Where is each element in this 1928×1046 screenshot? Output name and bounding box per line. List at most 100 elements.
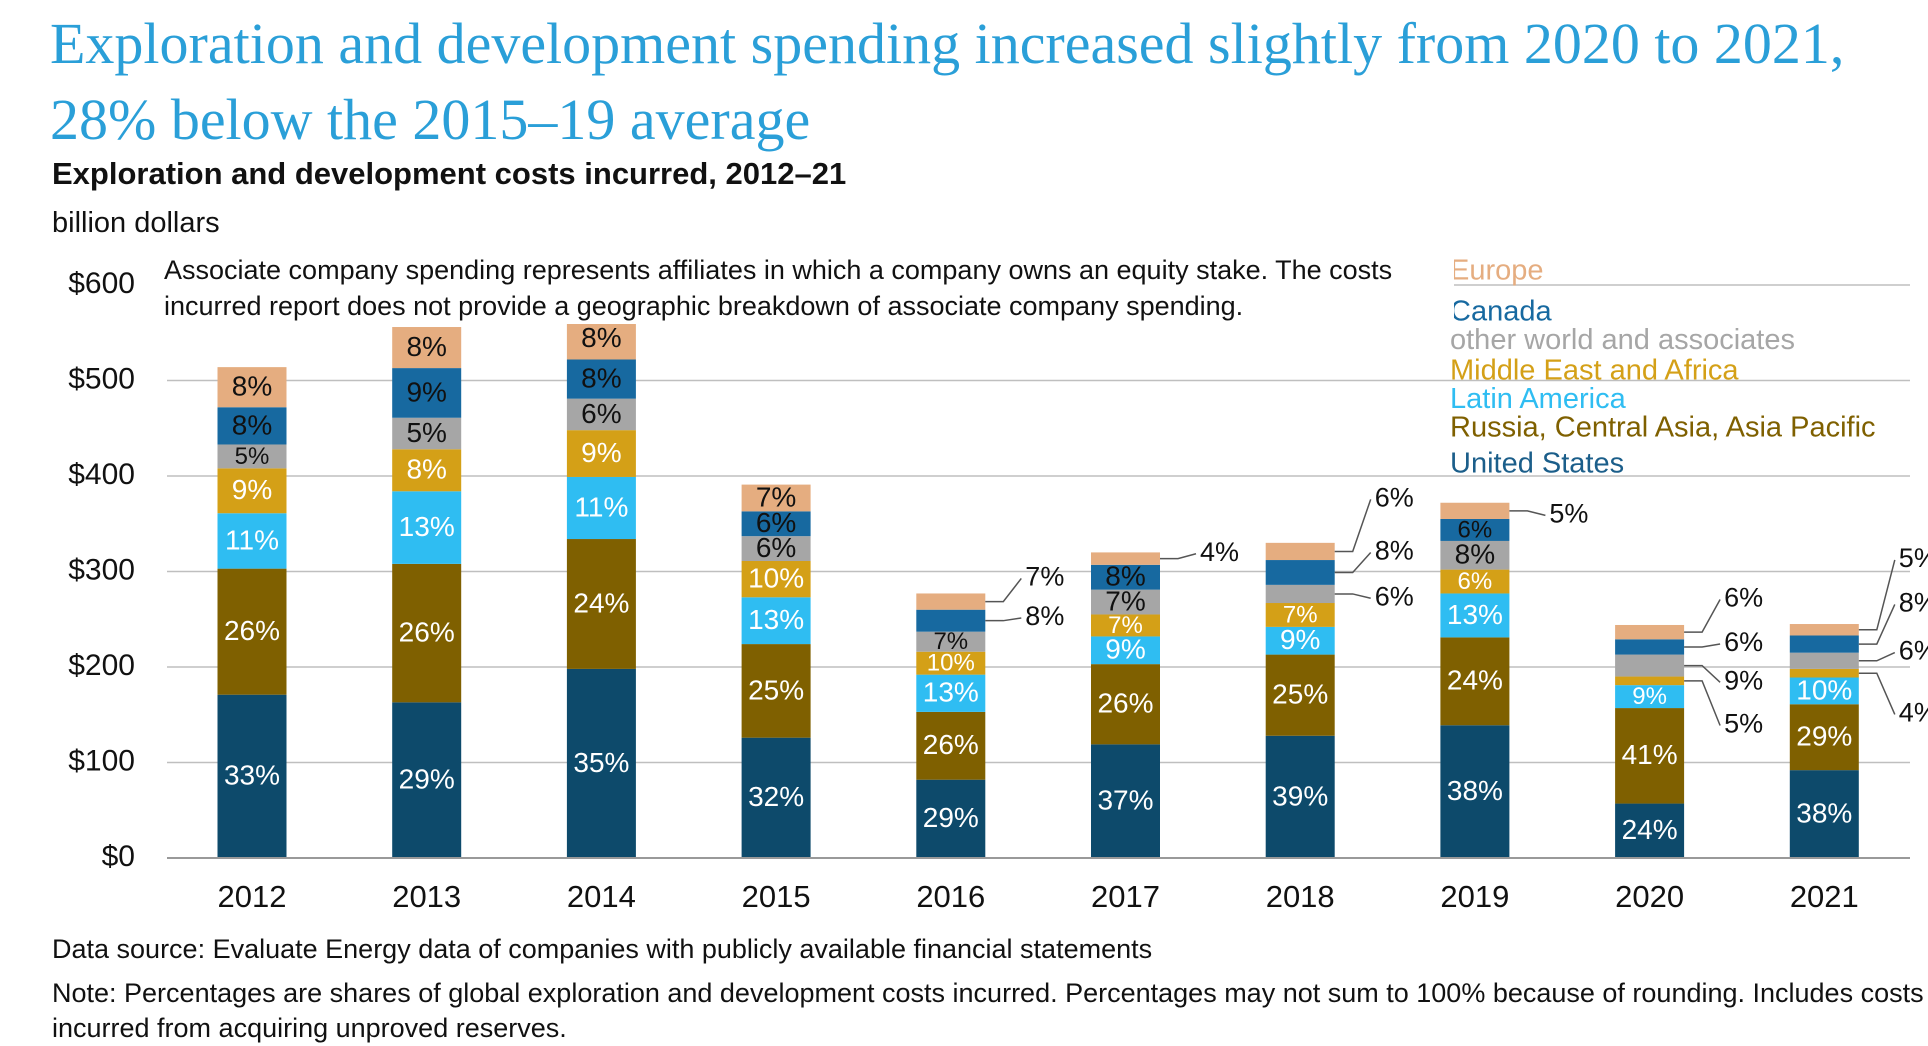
bar-segment (1265, 735, 1335, 858)
chart-subtitle: Exploration and development costs incurr… (52, 156, 847, 191)
bar-segment (916, 593, 986, 610)
bar-segment (1091, 564, 1160, 590)
data-label: 24% (1447, 665, 1503, 696)
bar-segment (1615, 624, 1685, 640)
data-label: 39% (1272, 780, 1328, 811)
bar-segment (916, 651, 986, 675)
bar-segment (1615, 654, 1685, 677)
bar-segment (217, 367, 287, 408)
bar-segment (1091, 636, 1160, 665)
data-label: 8% (581, 362, 621, 393)
data-label: 4% (1200, 537, 1239, 567)
data-label: 11% (574, 491, 628, 522)
bar-segment (392, 449, 462, 492)
legend-entry: Canada (1450, 295, 1552, 327)
leader-line (1684, 643, 1721, 648)
data-label: 6% (756, 532, 796, 563)
x-tick-label: 2018 (1266, 879, 1335, 914)
bar-segment (1440, 502, 1510, 519)
bar-segment (1615, 639, 1685, 655)
bar-segment (916, 674, 986, 712)
y-tick-label: $500 (68, 362, 135, 395)
leader-line (1858, 559, 1896, 631)
y-tick-label: $600 (68, 267, 135, 300)
bar-segment (741, 511, 811, 537)
data-label: 13% (923, 677, 979, 708)
source: Data source: Evaluate Energy data of com… (52, 934, 1153, 964)
x-tick-label: 2014 (567, 879, 636, 914)
data-label: 6% (1724, 627, 1763, 657)
data-label: 33% (224, 760, 280, 791)
bar-segment (1091, 664, 1160, 745)
data-label: 6% (1458, 568, 1493, 595)
leader-line (1509, 510, 1546, 517)
bar-segment (916, 711, 986, 780)
bar-segment (1091, 589, 1160, 615)
bar-segment (916, 779, 986, 858)
data-label: 6% (581, 398, 621, 429)
data-label: 5% (1899, 543, 1928, 573)
bar-segment (1789, 652, 1859, 669)
data-label: 13% (399, 511, 455, 542)
data-label: 9% (1280, 624, 1320, 655)
bar-segment (741, 560, 811, 598)
leader-line (1160, 553, 1197, 560)
data-label: 26% (923, 729, 979, 760)
data-label: 7% (1025, 562, 1064, 592)
data-label: 6% (1375, 581, 1414, 611)
data-label: 8% (232, 409, 272, 440)
leader-line (1684, 680, 1721, 726)
data-label: 13% (1447, 599, 1503, 630)
data-label: 6% (1458, 516, 1493, 543)
data-label: 32% (748, 781, 804, 812)
bar-segment (1789, 704, 1859, 771)
data-label: 5% (1724, 709, 1763, 739)
leader-line (1684, 664, 1721, 683)
data-label: 24% (1622, 814, 1678, 845)
bar-segment (392, 417, 462, 450)
legend-entry: United States (1450, 447, 1624, 479)
bar-segment (392, 327, 462, 369)
data-label: 8% (1025, 601, 1064, 631)
bar-segment (392, 563, 462, 703)
bar-segment (392, 702, 462, 858)
data-label: 9% (232, 474, 272, 505)
bar-segment (217, 468, 287, 514)
bar-segment (1440, 518, 1510, 541)
data-label: 8% (232, 371, 272, 402)
data-label: 41% (1622, 739, 1678, 770)
bar-segment (1789, 635, 1859, 653)
bar-segment (1440, 540, 1510, 570)
bar-segment (217, 444, 287, 469)
bar-segment (741, 484, 811, 512)
x-tick-label: 2017 (1091, 879, 1160, 914)
x-tick-label: 2020 (1615, 879, 1684, 914)
legend-entry: Latin America (1450, 383, 1627, 415)
bar-segment (1440, 569, 1510, 594)
data-label: 10% (748, 563, 804, 594)
bar-segment (217, 694, 287, 858)
data-label: 24% (573, 587, 629, 618)
y-tick-label: $300 (68, 553, 135, 586)
note: Note: Percentages are shares of global e… (52, 978, 1924, 1043)
data-label: 7% (756, 481, 796, 512)
data-label: 9% (1105, 634, 1145, 665)
bar-segment (566, 359, 636, 399)
bar-segment (741, 536, 811, 561)
leader-line (1334, 593, 1371, 599)
data-label: 29% (1796, 721, 1852, 752)
data-label: 37% (1097, 785, 1153, 816)
data-label: 6% (756, 507, 796, 538)
bar-segment (1265, 654, 1335, 736)
bar-segment (1615, 685, 1685, 709)
data-label: 8% (1375, 536, 1414, 566)
data-label: 7% (1283, 601, 1318, 628)
bar-segment (217, 568, 287, 695)
data-label: 5% (406, 417, 446, 448)
data-label: 8% (1899, 588, 1928, 618)
data-label: 26% (399, 616, 455, 647)
data-label: 7% (1105, 585, 1145, 616)
annotation: Associate company spending represents af… (164, 252, 1454, 324)
legend-entry: Russia, Central Asia, Asia Pacific (1450, 412, 1876, 444)
data-label: 8% (406, 331, 446, 362)
